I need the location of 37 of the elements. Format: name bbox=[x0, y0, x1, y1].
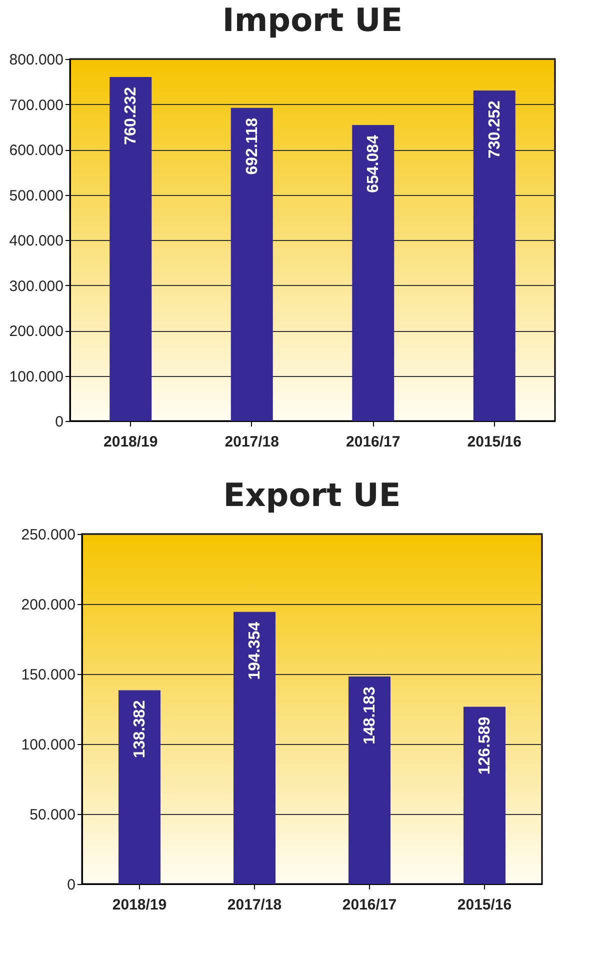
y-tick-label: 400.000 bbox=[9, 232, 64, 250]
x-tick-label: 2017/18 bbox=[227, 896, 282, 914]
x-tick-label: 2018/19 bbox=[104, 434, 158, 450]
y-tick-label: 0 bbox=[55, 414, 64, 430]
x-tick-label: 2015/16 bbox=[467, 434, 522, 450]
y-tick-label: 100.000 bbox=[9, 368, 64, 386]
data-label: 654.084 bbox=[365, 134, 382, 193]
y-tick-label: 50.000 bbox=[30, 806, 76, 824]
y-tick-label: 600.000 bbox=[9, 142, 64, 159]
y-tick-label: 800.000 bbox=[9, 52, 64, 68]
chart-title: Import UE bbox=[222, 1, 403, 39]
data-label: 138.382 bbox=[132, 700, 148, 758]
y-tick-label: 300.000 bbox=[9, 278, 64, 295]
x-tick-label: 2016/17 bbox=[342, 896, 397, 914]
x-tick-label: 2018/19 bbox=[112, 896, 167, 914]
data-label: 730.252 bbox=[486, 100, 504, 158]
bar bbox=[118, 690, 160, 884]
x-tick-label: 2017/18 bbox=[224, 434, 279, 450]
bar bbox=[234, 612, 276, 884]
x-tick-label: 2015/16 bbox=[457, 896, 512, 914]
x-tick-label: 2016/17 bbox=[346, 434, 400, 450]
y-tick-label: 200.000 bbox=[9, 323, 64, 340]
data-label: 194.354 bbox=[246, 622, 264, 680]
y-tick-label: 500.000 bbox=[9, 187, 64, 204]
bar bbox=[348, 676, 390, 884]
y-tick-label: 700.000 bbox=[9, 96, 64, 114]
y-tick-label: 0 bbox=[67, 876, 76, 894]
y-tick-label: 100.000 bbox=[21, 736, 76, 754]
y-tick-label: 200.000 bbox=[21, 596, 76, 614]
y-tick-label: 250.000 bbox=[21, 526, 76, 544]
data-label: 148.183 bbox=[362, 686, 378, 744]
bar bbox=[464, 706, 506, 884]
chart-title: Export UE bbox=[223, 476, 401, 514]
data-label: 760.232 bbox=[122, 86, 140, 145]
y-tick-label: 150.000 bbox=[21, 666, 76, 684]
data-label: 126.589 bbox=[476, 716, 494, 775]
data-label: 692.118 bbox=[244, 118, 261, 175]
